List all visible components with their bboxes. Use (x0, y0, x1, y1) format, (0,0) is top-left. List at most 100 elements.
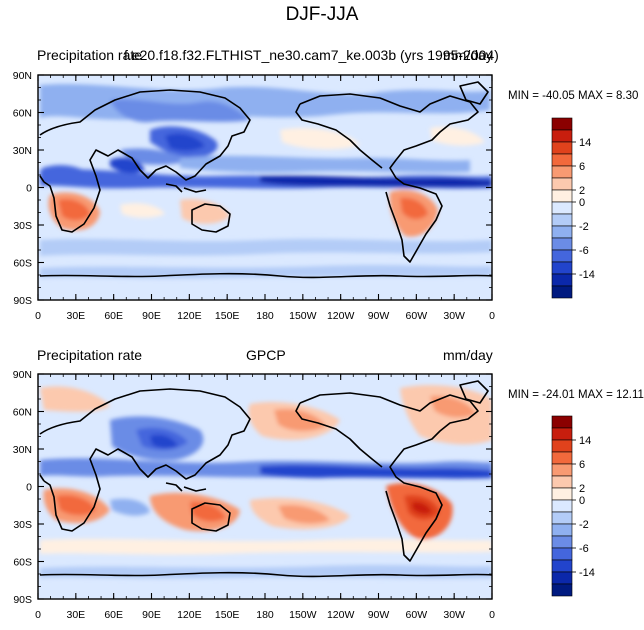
colorbar-box (551, 415, 573, 429)
colorbar-box (551, 463, 573, 477)
lat-tick-label: 60S (13, 258, 32, 270)
lon-tick-label: 120E (177, 310, 202, 322)
colorbar-label: -2 (579, 519, 589, 531)
panel-2-case-label: GPCP (246, 347, 286, 363)
colorbar-label: 2 (579, 483, 585, 495)
lon-tick-label: 120W (327, 609, 355, 621)
colorbar-box (551, 511, 573, 525)
lon-tick-label: 150W (289, 310, 317, 322)
lat-tick-label: 90S (13, 295, 32, 307)
colorbar-label: 6 (579, 161, 585, 173)
colorbar-box (551, 129, 573, 143)
colorbar-label: -14 (579, 269, 595, 281)
colorbar-box (551, 141, 573, 155)
lon-tick-label: 60E (104, 310, 123, 322)
lat-tick-label: 30S (13, 220, 32, 232)
lon-tick-label: 150E (215, 609, 240, 621)
colorbar-box (551, 261, 573, 275)
lat-tick-label: 0 (26, 482, 32, 494)
lat-tick-label: 60N (13, 108, 32, 120)
colorbar-label: 2 (579, 185, 585, 197)
colorbar-box (551, 237, 573, 251)
colorbar-box (551, 475, 573, 489)
colorbar-box (551, 165, 573, 179)
colorbar-box (551, 487, 573, 501)
colorbar-label: 0 (579, 197, 585, 209)
colorbar-box (551, 535, 573, 549)
lon-tick-label: 60E (104, 609, 123, 621)
panel-2-left-label: Precipitation rate (37, 347, 143, 363)
colorbar-box (551, 285, 573, 299)
colorbar-box (551, 451, 573, 465)
lon-tick-label: 0 (35, 310, 41, 322)
lon-tick-label: 0 (489, 310, 495, 322)
colorbar-box (551, 499, 573, 513)
colorbar-label: -6 (579, 245, 589, 257)
colorbar-box (551, 213, 573, 227)
lat-tick-label: 30S (13, 519, 32, 531)
panel-1-min-max: MIN = -40.05 MAX = 8.30 (508, 90, 639, 102)
lon-tick-label: 120E (177, 609, 202, 621)
colorbar-box (551, 571, 573, 585)
colorbar-box (551, 117, 573, 131)
lat-tick-label: 30N (13, 444, 32, 456)
panel-1-colorbar: 14 6 20 -2 -6 -14 (551, 117, 595, 299)
panel-2-colorbar: 14 6 20 -2 -6 -14 (551, 415, 595, 597)
colorbar-box (551, 427, 573, 441)
colorbar-box (551, 201, 573, 215)
lon-tick-label: 60W (406, 609, 428, 621)
lon-tick-label: 30E (66, 310, 85, 322)
lon-tick-label: 90W (368, 609, 390, 621)
lon-tick-label: 90E (142, 310, 161, 322)
colorbar-box (551, 153, 573, 167)
lon-tick-label: 120W (327, 310, 355, 322)
panel-1-case-label: f.e20.f18.f32.FLTHIST_ne30.cam7_ke.003b … (124, 47, 499, 63)
colorbar-label: 6 (579, 459, 585, 471)
panel-2-units-label: mm/day (443, 347, 493, 363)
lon-tick-label: 60W (406, 310, 428, 322)
colorbar-box (551, 249, 573, 263)
colorbar-box (551, 177, 573, 191)
panel-2-precip-field (40, 385, 492, 579)
colorbar-label: -2 (579, 221, 589, 233)
panel-2-min-max: MIN = -24.01 MAX = 12.11 (508, 389, 644, 401)
lat-tick-label: 90S (13, 594, 32, 606)
colorbar-label: 14 (579, 435, 591, 447)
colorbar-box (551, 439, 573, 453)
lat-tick-label: 60N (13, 407, 32, 419)
lat-tick-label: 60S (13, 557, 32, 569)
colorbar-box (551, 225, 573, 239)
lon-tick-label: 180 (256, 310, 274, 322)
lon-tick-label: 0 (489, 609, 495, 621)
lon-tick-label: 30E (66, 609, 85, 621)
lon-tick-label: 30W (443, 310, 465, 322)
colorbar-box (551, 523, 573, 537)
colorbar-label: -6 (579, 543, 589, 555)
lat-tick-label: 30N (13, 145, 32, 157)
lon-tick-label: 150E (215, 310, 240, 322)
lon-tick-label: 0 (35, 609, 41, 621)
lon-tick-label: 90W (368, 310, 390, 322)
panel-1-units-label: mm/day (443, 47, 493, 63)
lat-tick-label: 90N (13, 369, 32, 381)
colorbar-label: -14 (579, 567, 595, 579)
colorbar-box (551, 273, 573, 287)
colorbar-label: 0 (579, 495, 585, 507)
colorbar-box (551, 547, 573, 561)
colorbar-box (551, 189, 573, 203)
colorbar-box (551, 583, 573, 597)
lon-tick-label: 150W (289, 609, 317, 621)
lat-tick-label: 0 (26, 183, 32, 195)
colorbar-label: 14 (579, 137, 591, 149)
figure-title: DJF-JJA (285, 4, 359, 25)
panel-1-coastlines (39, 81, 492, 279)
lon-tick-label: 180 (256, 609, 274, 621)
lon-tick-label: 30W (443, 609, 465, 621)
lon-tick-label: 90E (142, 609, 161, 621)
colorbar-box (551, 559, 573, 573)
panel-2-coastlines (39, 380, 492, 578)
